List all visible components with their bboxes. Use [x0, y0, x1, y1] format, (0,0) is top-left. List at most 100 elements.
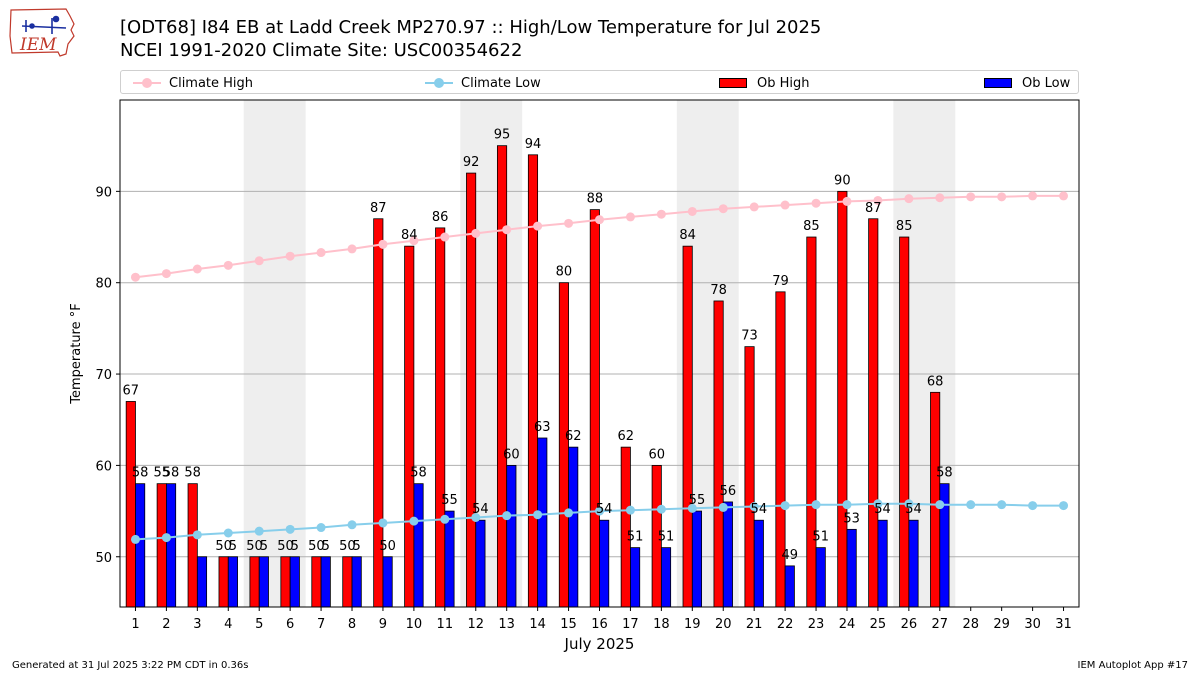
chart-legend: Climate High Climate Low Ob High Ob Low	[120, 70, 1079, 94]
climate-low-point-4	[223, 528, 233, 538]
ob-high-bar-11	[435, 227, 446, 608]
climate-low-point-3	[192, 530, 202, 540]
ob-low-bar-7	[320, 556, 331, 608]
climate-low-point-27	[935, 500, 945, 510]
climate-high-point-31	[1059, 191, 1069, 201]
x-tick-label-7: 7	[317, 617, 325, 632]
ob-low-label-4: 5	[229, 539, 237, 554]
legend-item-ob-high: Ob High	[719, 73, 810, 93]
x-tick-label-30: 30	[1024, 617, 1041, 632]
x-tick-label-14: 14	[529, 617, 546, 632]
ob-low-bar-14	[537, 437, 548, 608]
climate-low-point-11	[440, 514, 450, 524]
x-tick-label-2: 2	[162, 617, 170, 632]
ob-high-bar-7	[311, 556, 322, 608]
climate-low-point-29	[997, 500, 1007, 510]
ob-low-label-6: 5	[291, 539, 299, 554]
climate-high-point-18	[656, 209, 666, 219]
ob-low-bar-22	[784, 565, 795, 608]
climate-high-point-14	[533, 221, 543, 231]
weekend-shade-0	[243, 100, 306, 607]
climate-low-point-26	[904, 499, 914, 509]
climate-low-point-7	[316, 523, 326, 533]
legend-item-climate-high: Climate High	[133, 73, 253, 93]
weather-station-icon	[21, 15, 67, 34]
ob-low-label-16: 54	[596, 502, 613, 517]
y-tick-label-70: 70	[95, 368, 112, 383]
ob-low-label-15: 62	[565, 429, 582, 444]
ob-high-bar-4	[218, 556, 229, 608]
climate-low-point-8	[347, 520, 357, 530]
y-tick-label-60: 60	[95, 459, 112, 474]
climate-low-point-2	[161, 533, 171, 543]
ob-low-bar-4	[227, 556, 238, 608]
ob-high-label-21: 73	[741, 329, 758, 344]
ob-low-bar-2	[166, 483, 177, 608]
ob-low-label-8: 5	[353, 539, 361, 554]
climate-low-point-10	[409, 516, 419, 526]
ob-high-label-5: 50	[246, 539, 263, 554]
ob-low-label-27: 58	[936, 466, 953, 481]
x-tick-label-16: 16	[591, 617, 608, 632]
legend-label-climate-high: Climate High	[169, 75, 254, 91]
ob-high-label-2: 55	[153, 466, 170, 481]
ob-low-label-12: 54	[472, 502, 489, 517]
x-tick-label-15: 15	[560, 617, 577, 632]
x-tick-label-23: 23	[808, 617, 825, 632]
ob-low-bar-9	[382, 556, 393, 608]
ob-high-bar-5	[249, 556, 260, 608]
ob-low-bar-1	[135, 483, 146, 608]
x-tick-label-12: 12	[467, 617, 484, 632]
ob-low-bar-11	[444, 510, 455, 608]
ob-low-bar-24	[846, 528, 857, 608]
app-credit: IEM Autoplot App #17	[1077, 660, 1188, 671]
climate-low-point-12	[471, 512, 481, 522]
ob-low-bar-16	[599, 519, 610, 608]
climate-low-point-16	[595, 506, 604, 516]
ob-high-label-27: 68	[927, 374, 944, 389]
ob-low-label-26: 54	[905, 502, 922, 517]
climate-high-point-17	[625, 212, 635, 222]
ob-high-bar-1	[125, 401, 136, 608]
climate-low-point-18	[656, 504, 666, 514]
ob-low-bar-17	[630, 547, 641, 608]
climate-high-point-11	[440, 232, 450, 242]
ob-high-label-19: 84	[679, 228, 696, 243]
x-tick-label-5: 5	[255, 617, 263, 632]
ob-low-label-11: 55	[441, 493, 458, 508]
ob-high-label-16: 88	[587, 192, 604, 207]
ob-low-bar-26	[908, 519, 919, 608]
ob-high-bar-27	[930, 391, 941, 608]
ob-high-label-17: 62	[618, 429, 635, 444]
climate-low-point-24	[842, 500, 852, 510]
climate-high-point-29	[997, 192, 1007, 202]
climate-high-point-5	[254, 256, 264, 266]
ob-low-bar-25	[877, 519, 888, 608]
x-tick-label-17: 17	[622, 617, 639, 632]
ob-low-label-17: 51	[627, 530, 644, 545]
climate-high-point-26	[904, 194, 914, 204]
x-tick-label-13: 13	[498, 617, 515, 632]
climate-high-point-16	[595, 215, 604, 225]
x-axis-title: July 2025	[564, 635, 635, 653]
x-tick-label-24: 24	[839, 617, 856, 632]
x-tick-label-27: 27	[932, 617, 949, 632]
climate-high-point-23	[811, 198, 821, 208]
x-tick-label-4: 4	[224, 617, 232, 632]
climate-high-point-1	[130, 272, 140, 282]
legend-item-climate-low: Climate Low	[425, 73, 541, 93]
ob-low-bar-20	[722, 501, 733, 608]
x-tick-label-31: 31	[1055, 617, 1072, 632]
ob-high-label-22: 79	[772, 274, 789, 289]
iem-logo-text: IEM	[19, 35, 57, 55]
ob-high-bar-17	[620, 446, 631, 608]
ob-high-label-3: 58	[184, 466, 201, 481]
climate-low-point-23	[811, 500, 821, 510]
ob-low-bar-12	[475, 519, 486, 608]
generated-timestamp: Generated at 31 Jul 2025 3:22 PM CDT in …	[12, 660, 249, 671]
ob-low-label-22: 49	[781, 548, 798, 563]
x-tick-label-10: 10	[406, 617, 423, 632]
x-tick-label-25: 25	[870, 617, 887, 632]
climate-low-line-swatch	[425, 73, 453, 93]
